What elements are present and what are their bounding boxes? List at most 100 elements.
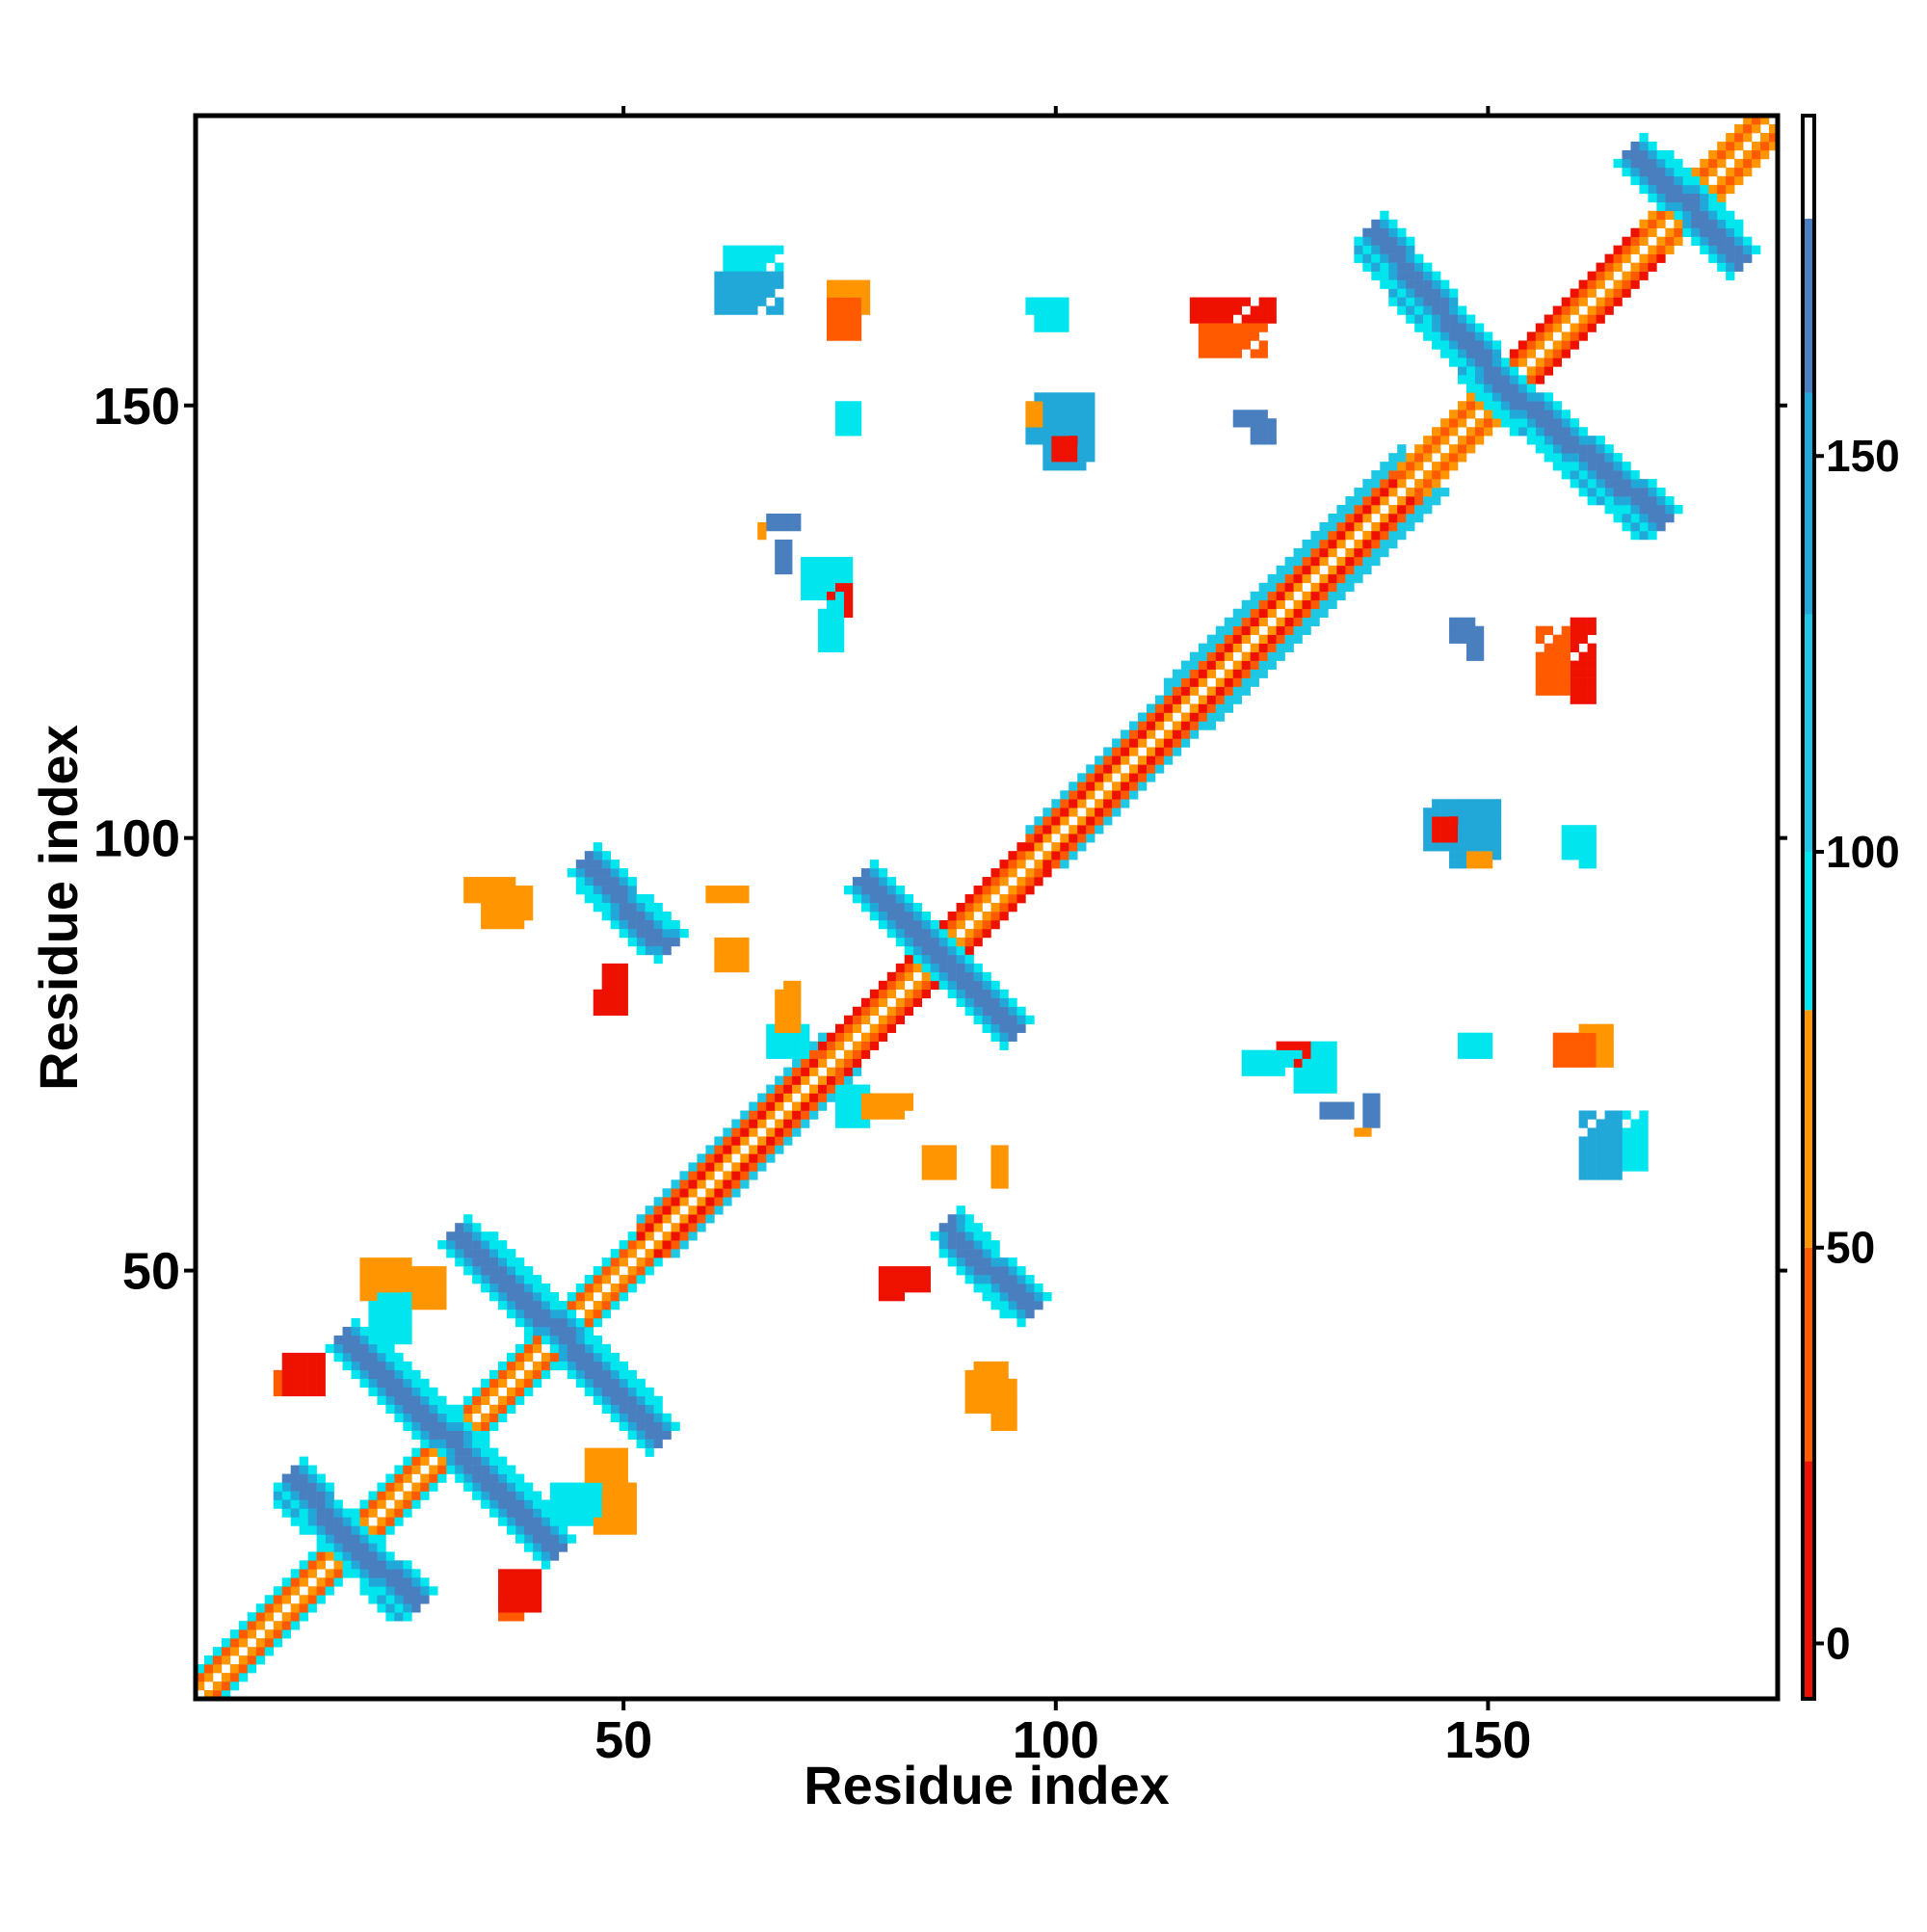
heatmap-cell [420, 1439, 430, 1448]
heatmap-cell [549, 1551, 560, 1561]
heatmap-cell [238, 1664, 249, 1674]
heatmap-cell [956, 1231, 965, 1241]
heatmap-cell [1544, 651, 1554, 661]
y-tick-label: 150 [93, 378, 180, 436]
heatmap-cell [523, 1343, 534, 1354]
heatmap-cell [1371, 521, 1381, 532]
heatmap-cell [1570, 851, 1579, 860]
heatmap-cell [481, 1499, 490, 1509]
heatmap-cell [481, 1430, 490, 1440]
heatmap-cell [1284, 634, 1294, 644]
heatmap-cell [1414, 479, 1424, 489]
heatmap-cell [921, 954, 931, 965]
heatmap-cell [645, 1205, 654, 1215]
heatmap-cell [1717, 262, 1727, 272]
heatmap-cell [827, 1075, 836, 1085]
heatmap-cell [385, 1612, 395, 1622]
heatmap-cell [1613, 488, 1623, 497]
heatmap-cell [1639, 513, 1649, 523]
heatmap-cell [904, 989, 914, 999]
heatmap-cell [1371, 496, 1381, 506]
heatmap-cell [1284, 608, 1294, 619]
heatmap-cell [1665, 227, 1675, 237]
heatmap-cell [403, 1508, 412, 1518]
heatmap-cell [593, 886, 603, 895]
heatmap-cell [377, 1387, 386, 1397]
heatmap-cell [1604, 1049, 1614, 1059]
heatmap-cell [1241, 660, 1251, 670]
heatmap-cell [679, 1171, 689, 1180]
heatmap-cell [982, 1387, 991, 1397]
heatmap-cell [1561, 418, 1571, 428]
heatmap-cell [281, 1387, 291, 1397]
heatmap-cell [1552, 323, 1562, 332]
heatmap-cell [1232, 608, 1242, 619]
heatmap-cell [731, 262, 741, 272]
heatmap-cell [627, 1508, 637, 1518]
heatmap-cell [377, 1326, 386, 1337]
heatmap-cell [636, 1223, 646, 1232]
heatmap-cell [255, 1612, 266, 1622]
heatmap-cell [1630, 1127, 1640, 1137]
heatmap-cell [1276, 582, 1285, 593]
heatmap-cell [455, 1240, 464, 1250]
heatmap-cell [290, 1369, 300, 1380]
heatmap-cell [731, 937, 741, 947]
heatmap-cell [662, 1249, 672, 1258]
heatmap-cell [999, 1006, 1009, 1017]
heatmap-cell [549, 1508, 560, 1518]
heatmap-cell [1458, 418, 1467, 428]
heatmap-cell [601, 1447, 611, 1457]
heatmap-cell [1016, 1292, 1026, 1302]
heatmap-cell [1752, 141, 1761, 151]
heatmap-cell [1552, 427, 1562, 437]
heatmap-cell [359, 1326, 369, 1337]
heatmap-cell [1250, 643, 1259, 652]
heatmap-cell [973, 997, 983, 1008]
heatmap-cell [1578, 851, 1588, 860]
heatmap-cell [636, 1430, 646, 1440]
heatmap-cell [1587, 695, 1597, 704]
heatmap-cell [1700, 201, 1709, 212]
heatmap-cell [818, 565, 828, 575]
heatmap-cell [619, 1499, 628, 1509]
heatmap-cell [610, 1517, 620, 1526]
heatmap-cell [1491, 825, 1502, 834]
heatmap-cell [1561, 470, 1571, 480]
heatmap-cell [1639, 236, 1649, 246]
heatmap-cell [878, 894, 888, 904]
heatmap-cell [1734, 253, 1744, 263]
heatmap-cell [834, 591, 845, 601]
heatmap-cell [498, 1369, 508, 1380]
heatmap-cell [481, 1378, 490, 1389]
heatmap-cell [1622, 158, 1631, 169]
heatmap-cell [1215, 686, 1226, 696]
heatmap-cell [507, 877, 516, 887]
heatmap-cell [1561, 340, 1571, 350]
heatmap-cell [1189, 729, 1200, 739]
heatmap-cell [1069, 444, 1078, 454]
heatmap-cell [895, 997, 906, 1008]
heatmap-cell [1034, 314, 1043, 324]
heatmap-cell [904, 1101, 914, 1111]
heatmap-cell [403, 1309, 412, 1319]
heatmap-cell [1743, 116, 1753, 125]
heatmap-cell [403, 1595, 412, 1604]
heatmap-cell [869, 989, 880, 999]
heatmap-cell [1362, 505, 1372, 515]
heatmap-cell [523, 1335, 534, 1345]
heatmap-cell [999, 1171, 1009, 1180]
heatmap-cell [1258, 1049, 1268, 1059]
heatmap-cell [489, 894, 499, 904]
heatmap-cell [818, 582, 828, 593]
heatmap-cell [1544, 643, 1554, 652]
heatmap-cell [1354, 505, 1363, 515]
heatmap-cell [273, 1638, 283, 1648]
heatmap-cell [1232, 643, 1242, 652]
heatmap-cell [523, 1378, 534, 1389]
heatmap-cell [1509, 418, 1519, 428]
heatmap-cell [394, 1577, 404, 1587]
heatmap-cell [1034, 436, 1043, 445]
heatmap-cell [1769, 141, 1779, 151]
heatmap-cell [1717, 141, 1727, 151]
